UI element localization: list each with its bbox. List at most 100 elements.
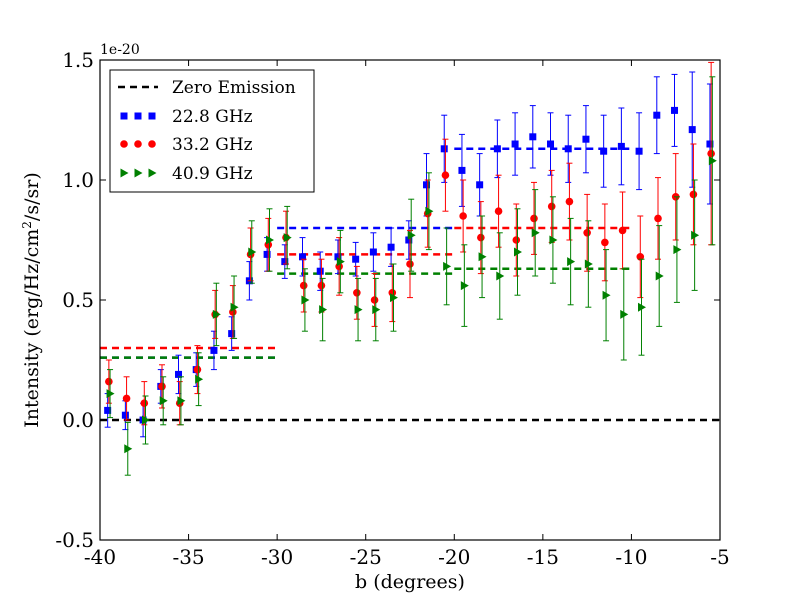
data-point	[319, 305, 328, 315]
y-tick-label: 1.0	[62, 168, 94, 192]
legend-marker-33-2-ghz	[120, 140, 128, 148]
data-point	[265, 235, 274, 245]
x-tick-label: -5	[710, 545, 729, 569]
y-tick-label: 0.5	[62, 288, 94, 312]
data-point	[105, 377, 113, 386]
data-point	[353, 289, 361, 297]
data-point	[689, 190, 698, 199]
data-point	[706, 140, 714, 148]
data-point	[443, 261, 452, 271]
data-point	[336, 257, 345, 267]
data-point	[124, 444, 133, 454]
legend-items: Zero Emission 22.8 GHz 33.2 GHz 40.9 GHz	[118, 78, 296, 184]
data-point	[565, 197, 574, 206]
data-point	[281, 258, 289, 266]
data-point	[547, 140, 555, 148]
y-tick-label: 0.0	[62, 408, 94, 432]
y-axis-label-prefix: Intensity (erg/Hz/cm	[21, 229, 43, 428]
x-tick-label: -25	[350, 545, 382, 569]
y-axis-label-suffix: /s/sr)	[21, 172, 43, 221]
data-point	[263, 250, 271, 258]
data-point	[549, 235, 558, 245]
data-point	[478, 252, 487, 262]
y-tick-label: 1.5	[62, 48, 94, 72]
legend-marker-22-8-ghz	[120, 112, 128, 120]
data-point	[617, 142, 625, 150]
data-point	[193, 365, 202, 374]
legend-label-zero-emission: Zero Emission	[172, 78, 296, 98]
data-point	[493, 145, 501, 153]
data-point	[195, 374, 204, 384]
data-point	[602, 290, 611, 300]
data-point	[141, 415, 150, 425]
data-point	[531, 228, 540, 238]
data-point	[582, 135, 590, 143]
data-point	[620, 309, 629, 319]
data-point	[496, 271, 505, 281]
data-point	[406, 260, 414, 268]
data-point	[405, 236, 413, 244]
data-point	[372, 305, 381, 315]
data-point	[673, 245, 682, 255]
data-point	[104, 406, 112, 414]
data-point	[440, 145, 448, 153]
y-axis-label: Intensity (erg/Hz/cm2/s/sr)	[20, 172, 43, 428]
data-point	[354, 305, 363, 315]
data-point	[159, 396, 168, 406]
data-point	[122, 394, 131, 403]
data-point	[230, 302, 239, 312]
data-point	[494, 207, 503, 215]
series-40-9-ghz	[106, 76, 717, 476]
data-point	[459, 212, 467, 220]
data-point	[637, 302, 646, 312]
data-point	[228, 330, 236, 338]
data-point	[618, 226, 627, 235]
data-point	[177, 396, 186, 406]
series-group	[104, 61, 717, 476]
data-point	[212, 309, 221, 319]
data-point	[529, 133, 537, 141]
data-point	[175, 370, 183, 378]
data-point	[389, 293, 398, 303]
data-point	[512, 236, 521, 244]
data-point	[316, 267, 324, 275]
data-point	[654, 214, 662, 223]
data-point	[140, 399, 149, 408]
data-point	[688, 126, 696, 134]
legend-box	[109, 69, 315, 193]
data-point	[369, 248, 377, 256]
data-point	[655, 271, 664, 281]
y-axis-label-superscript: 2	[20, 221, 34, 229]
data-point	[352, 255, 360, 263]
data-point	[653, 111, 661, 119]
data-point	[158, 382, 166, 391]
x-tick-label: -10	[615, 545, 647, 569]
data-point	[635, 147, 643, 155]
data-point	[636, 252, 645, 261]
data-point	[370, 296, 379, 304]
data-point	[584, 259, 593, 269]
data-point	[707, 149, 715, 158]
legend-marker-40-9-ghz	[148, 168, 157, 178]
legend-marker-33-2-ghz	[148, 140, 156, 148]
data-point	[477, 233, 485, 242]
data-point	[458, 166, 466, 174]
data-point	[106, 389, 115, 399]
data-point	[423, 181, 431, 189]
data-point	[601, 238, 609, 247]
data-point	[301, 295, 310, 305]
data-point	[600, 147, 608, 155]
x-tick-label: -40	[84, 545, 116, 569]
data-point	[283, 233, 292, 243]
data-point	[671, 106, 679, 114]
series-22-8-ghz	[104, 71, 714, 438]
data-point	[387, 243, 395, 251]
x-tick-label: -20	[438, 545, 470, 569]
data-point	[513, 247, 522, 257]
legend-label-22-8-ghz: 22.8 GHz	[172, 107, 253, 127]
x-tick-label: -30	[261, 545, 293, 569]
y-tick-label: -0.5	[55, 528, 94, 552]
axis-ticks: -40 -35 -30 -25 -20 -15 -10 -5 -0.5 0.0 0.5 1.0 1.5	[55, 48, 729, 569]
data-point	[547, 202, 556, 211]
data-point	[530, 214, 538, 223]
